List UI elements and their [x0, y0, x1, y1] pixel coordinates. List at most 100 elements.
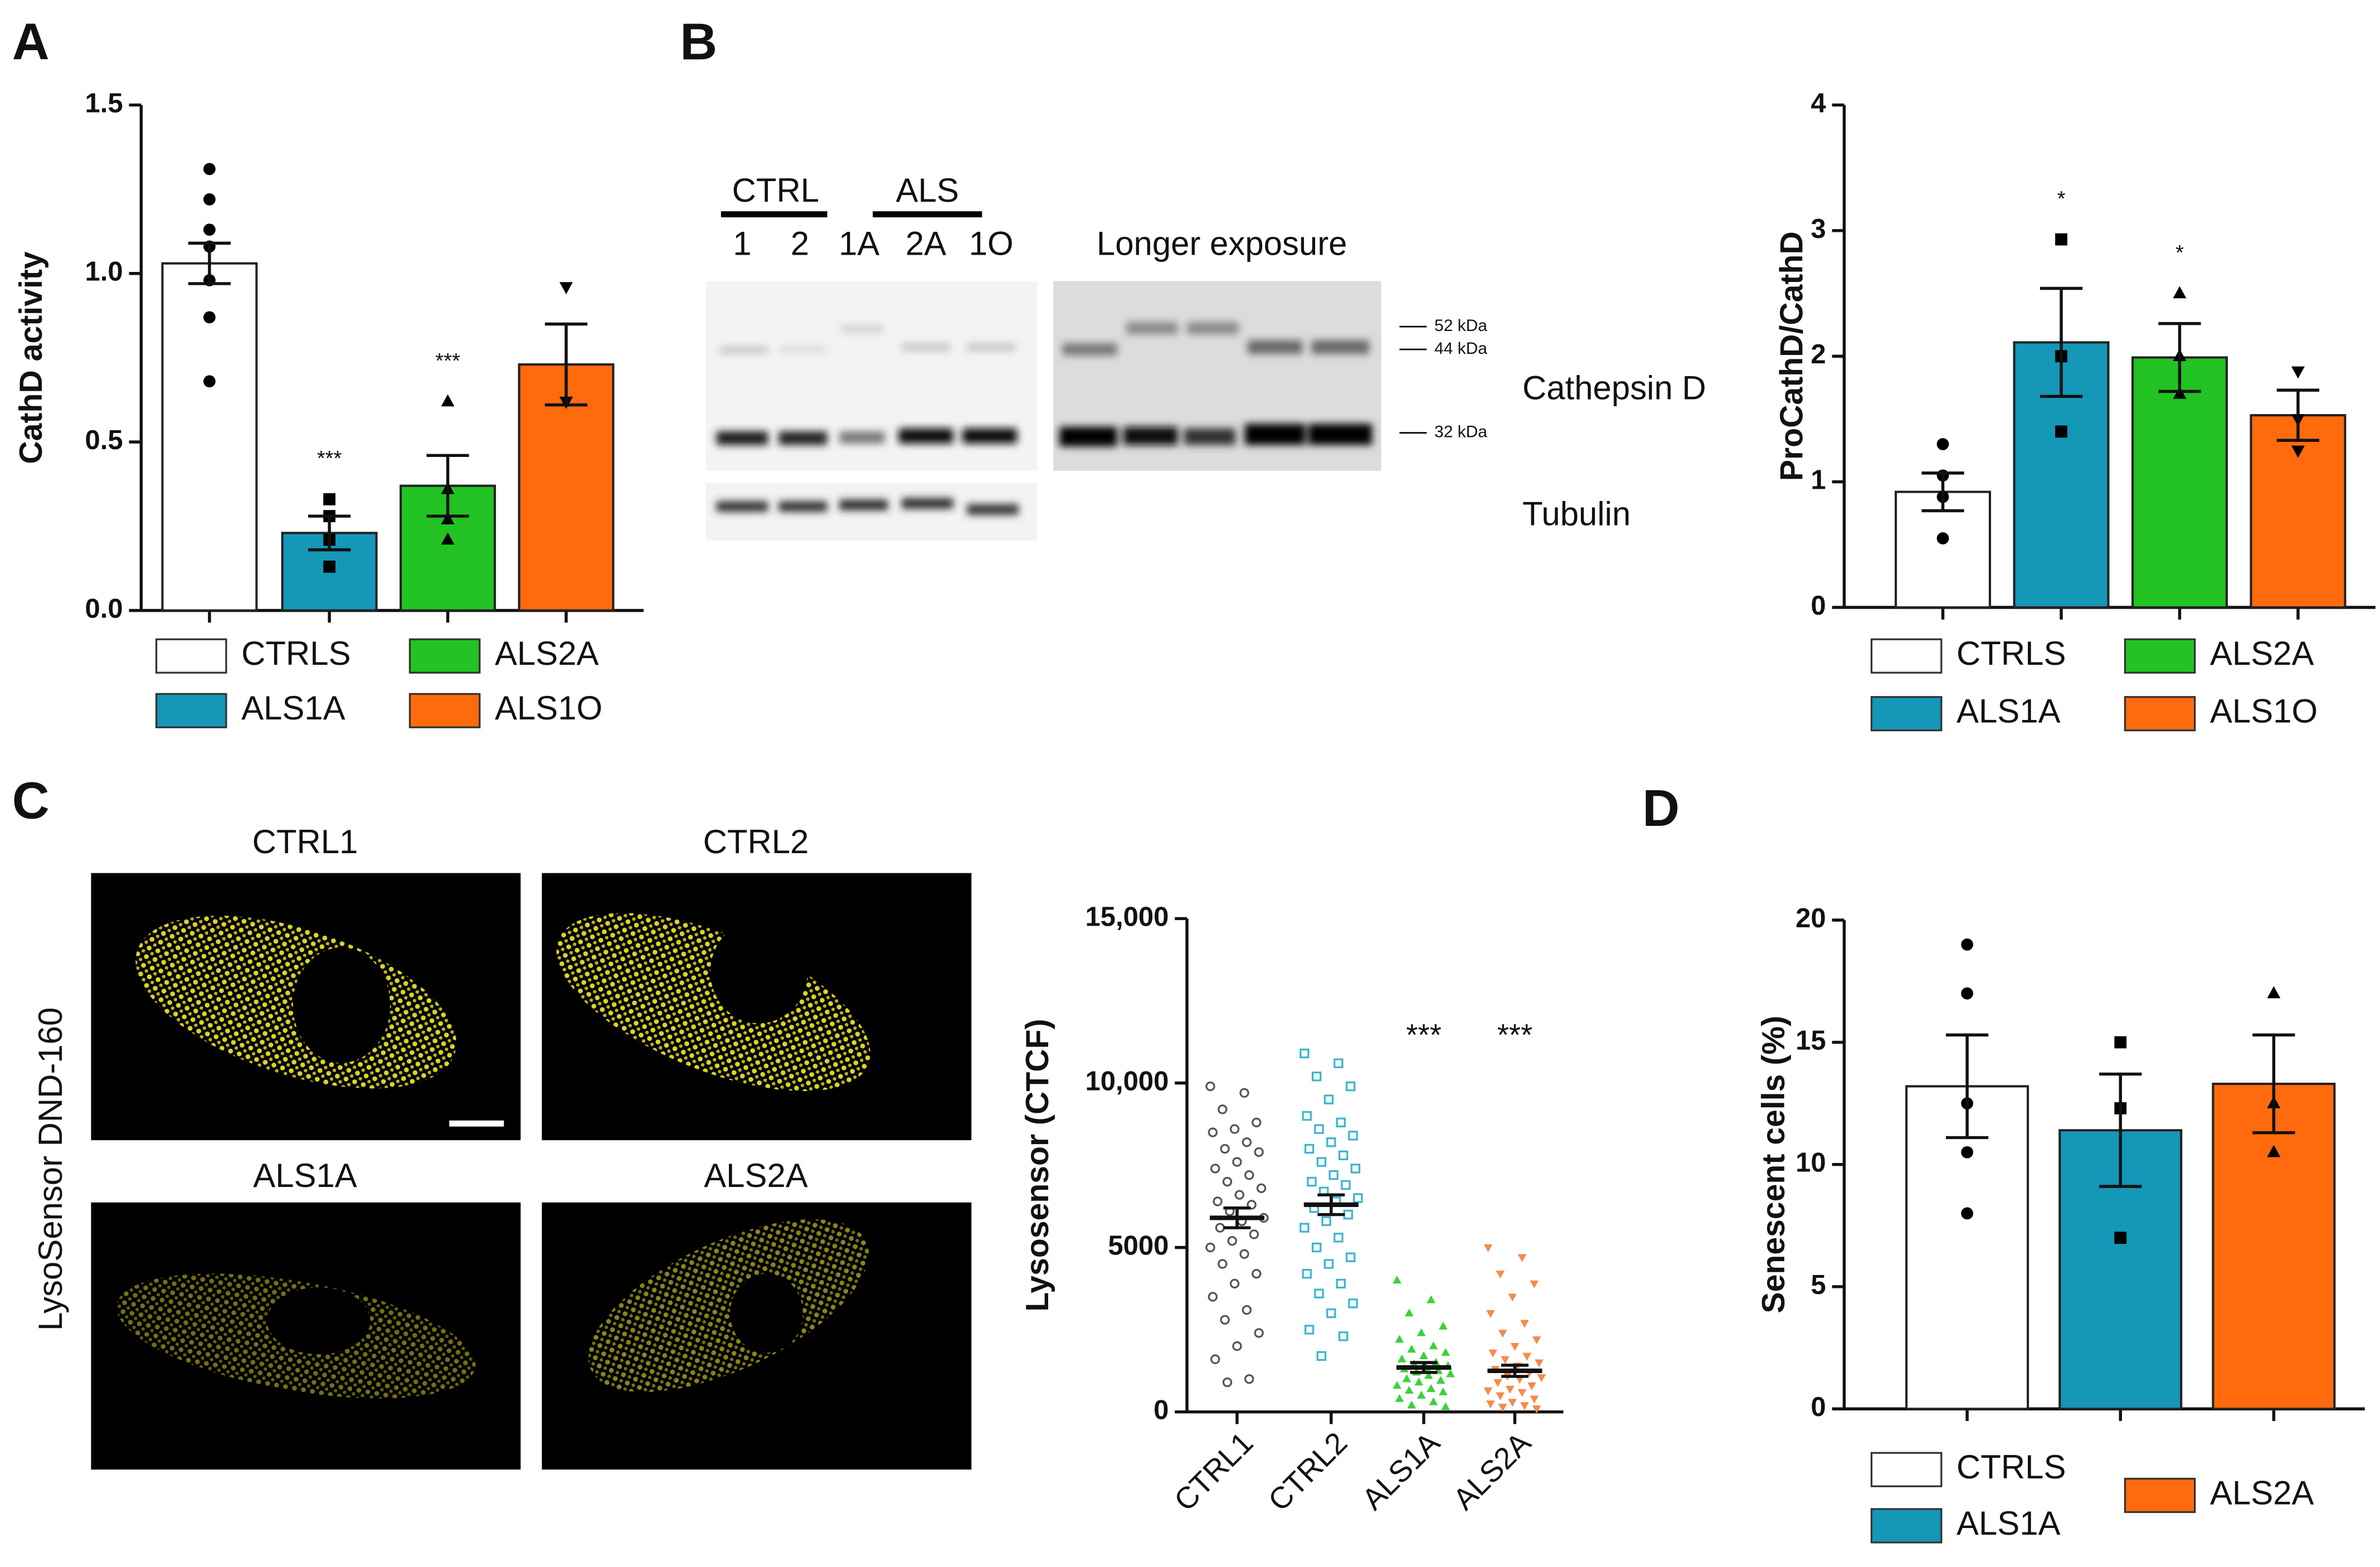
- data-point: [1304, 1325, 1315, 1335]
- y-tick-label: 15,000: [1085, 902, 1169, 932]
- data-point: [1505, 1385, 1515, 1394]
- panel-label: B: [680, 13, 717, 71]
- data-point: [1419, 1351, 1428, 1360]
- data-point: [1218, 1259, 1228, 1269]
- size-label: 32 kDa: [1434, 423, 1487, 441]
- legend-swatch: [155, 693, 227, 728]
- protein-label: Tubulin: [1522, 495, 1631, 532]
- data-point: [2291, 445, 2305, 458]
- image-title: CTRL2: [703, 823, 809, 860]
- data-point: [1405, 1385, 1414, 1394]
- data-point: [1436, 1376, 1445, 1384]
- legend-swatch: [2124, 638, 2196, 674]
- y-tick-label: 0: [1154, 1395, 1169, 1425]
- legend-label: ALS1A: [1956, 1505, 2061, 1542]
- data-point: [1350, 1164, 1361, 1174]
- data-point: [1336, 1278, 1346, 1289]
- data-point: [1316, 1351, 1327, 1361]
- significance: ***: [1406, 1018, 1442, 1052]
- data-point: [1395, 1394, 1404, 1402]
- data-point: [1302, 1111, 1312, 1121]
- lane-label: 2: [791, 225, 809, 262]
- data-point: [1234, 1190, 1245, 1200]
- error-bar: [1945, 1033, 1989, 1140]
- legend-swatch: [2124, 1477, 2196, 1514]
- error-bar: [426, 454, 469, 518]
- data-point: [1242, 1305, 1252, 1315]
- y-tick-label: 0.5: [85, 425, 123, 455]
- data-point: [1936, 532, 1949, 544]
- data-point: [1256, 1183, 1267, 1194]
- y-tick-label: 1.0: [85, 257, 123, 287]
- data-point: [1316, 1157, 1327, 1167]
- data-point: [1439, 1321, 1448, 1330]
- data-point: [1341, 1180, 1351, 1190]
- data-point: [1254, 1147, 1264, 1157]
- data-point: [1208, 1292, 1218, 1302]
- data-point: [1205, 1081, 1215, 1092]
- bar: [1905, 1085, 2029, 1410]
- exposure-label: Longer exposure: [1097, 225, 1347, 262]
- significance: *: [2175, 241, 2184, 265]
- data-point: [1961, 1207, 1974, 1220]
- data-point: [1210, 1354, 1220, 1364]
- legend-label: ALS2A: [2210, 1474, 2314, 1511]
- data-point: [203, 163, 216, 176]
- data-point: [1338, 1150, 1349, 1161]
- legend-swatch: [155, 638, 227, 674]
- data-point: [1345, 1081, 1356, 1092]
- data-point: [1429, 1397, 1438, 1405]
- error-bar: [1921, 471, 1964, 513]
- significance: ***: [435, 349, 460, 373]
- data-point: [1441, 1402, 1450, 1410]
- data-point: [1517, 1389, 1527, 1397]
- y-tick-label: 0: [1811, 591, 1826, 621]
- error-bar: [2099, 1072, 2142, 1188]
- data-point: [1488, 1349, 1497, 1357]
- data-point: [1429, 1341, 1438, 1350]
- data-point: [1498, 1330, 1507, 1338]
- data-point: [1446, 1369, 1455, 1378]
- lane-label: 1: [733, 225, 751, 262]
- data-point: [1520, 1402, 1529, 1410]
- legend-label: ALS2A: [495, 635, 599, 672]
- data-point: [1210, 1164, 1220, 1174]
- y-tick-label: 20: [1795, 903, 1826, 933]
- y-tick-label: 5000: [1108, 1231, 1169, 1261]
- y-tick-label: 1.5: [85, 88, 123, 118]
- data-point: [1486, 1400, 1495, 1409]
- data-point: [1395, 1335, 1404, 1343]
- data-point: [1520, 1320, 1529, 1328]
- data-point: [203, 193, 216, 206]
- data-point: [1242, 1137, 1252, 1147]
- data-point: [1227, 1236, 1237, 1246]
- group-label: CTRL: [732, 172, 819, 209]
- legend-label: ALS2A: [2210, 635, 2314, 672]
- error-bar: [2252, 1033, 2295, 1135]
- legend-label: ALS1O: [495, 689, 602, 727]
- data-point: [1493, 1379, 1502, 1388]
- y-axis-label: ProCathD/CathD: [1774, 231, 1810, 481]
- data-point: [1496, 1271, 1505, 1279]
- cell-signal: [116, 913, 870, 1399]
- data-point: [1232, 1157, 1242, 1167]
- data-point: [1348, 1131, 1358, 1141]
- data-point: [1311, 1242, 1322, 1253]
- micrographs: LysoSensor DND-160 CTRL1 CTRL2 ALS1A ALS…: [32, 823, 972, 1470]
- y-tick-label: 3: [1811, 214, 1826, 244]
- error-bar: [188, 241, 231, 285]
- legend-label: CTRLS: [241, 635, 351, 672]
- y-tick-label: 2: [1811, 339, 1826, 369]
- data-point: [1244, 1374, 1254, 1384]
- data-point: [1530, 1395, 1539, 1404]
- data-point: [1311, 1071, 1322, 1082]
- data-point: [203, 223, 216, 236]
- significance: *: [2057, 187, 2066, 211]
- data-point: [1215, 1223, 1225, 1233]
- panel-label: A: [12, 13, 50, 71]
- error-bar: [1501, 1364, 1529, 1378]
- data-point: [1348, 1298, 1358, 1308]
- data-point: [1333, 1233, 1344, 1243]
- legend-label: ALS1A: [1956, 693, 2061, 730]
